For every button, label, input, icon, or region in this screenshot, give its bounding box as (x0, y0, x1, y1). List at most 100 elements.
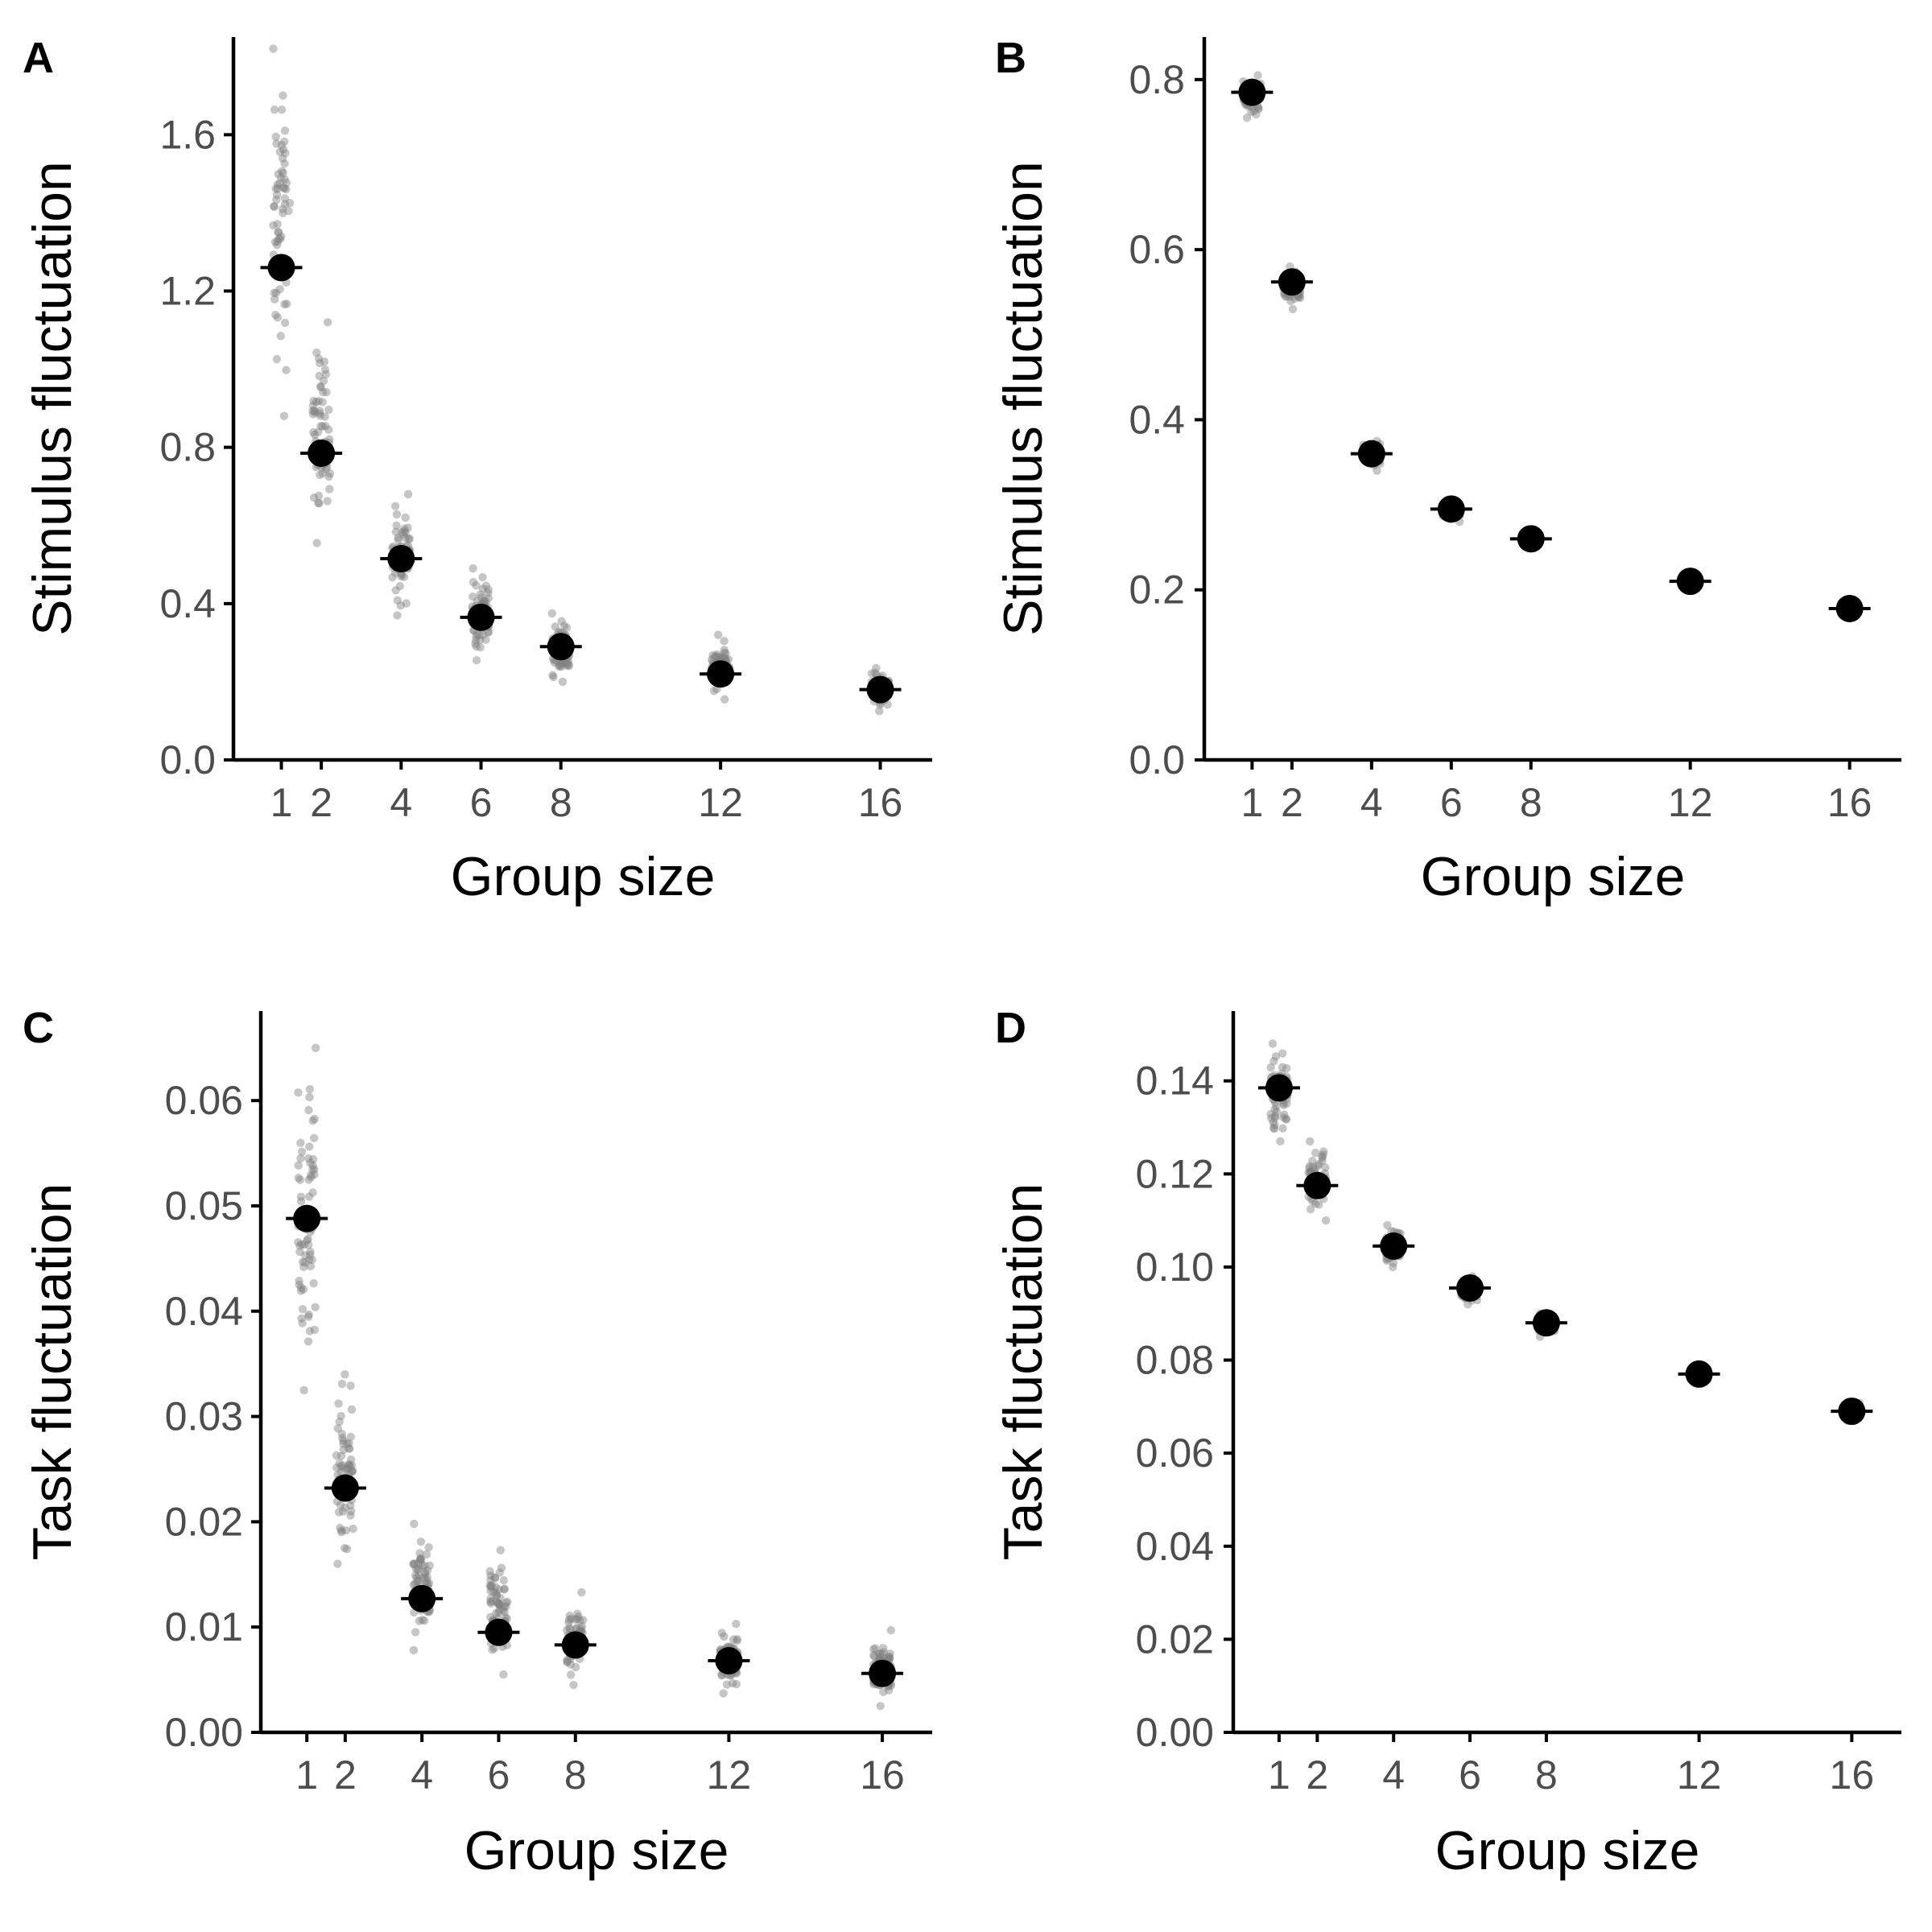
replicate-point (571, 1615, 580, 1624)
y-tick-label: 0.03 (165, 1394, 243, 1439)
replicate-point (301, 1251, 310, 1260)
replicate-point (305, 1092, 314, 1102)
x-tick-label: 12 (707, 1752, 752, 1798)
replicate-point (342, 1545, 352, 1554)
replicate-point (502, 1602, 510, 1611)
replicate-point (345, 1459, 353, 1469)
x-tick-label: 16 (860, 1752, 905, 1798)
replicate-point (486, 1594, 495, 1603)
replicate-point (272, 139, 281, 148)
replicate-point (1270, 1113, 1280, 1122)
replicate-point (337, 1379, 347, 1389)
replicate-point (495, 1601, 504, 1610)
replicate-point (555, 662, 564, 671)
replicate-point (305, 1084, 315, 1094)
replicate-point (308, 1161, 317, 1170)
replicate-point (420, 1561, 429, 1570)
replicate-point (284, 206, 293, 216)
replicate-point (310, 1170, 319, 1179)
replicate-point (492, 1597, 502, 1607)
replicate-point (410, 1519, 419, 1529)
replicate-point (494, 1608, 503, 1617)
replicate-point (315, 409, 324, 418)
replicate-point (557, 663, 566, 671)
replicate-point (345, 1461, 353, 1470)
replicate-point (296, 1283, 306, 1292)
replicate-point (484, 588, 493, 597)
replicate-point (308, 401, 318, 411)
replicate-point (480, 597, 489, 605)
replicate-point (316, 382, 325, 391)
replicate-point (294, 1088, 303, 1097)
replicate-point (346, 1381, 355, 1390)
replicate-point (475, 630, 484, 640)
replicate-point (1269, 1124, 1279, 1133)
x-tick-label: 2 (1281, 780, 1303, 825)
replicate-point (310, 1325, 319, 1335)
mean-point (331, 1474, 359, 1502)
mean-point (1532, 1309, 1560, 1337)
y-tick-label: 0.10 (1136, 1245, 1214, 1290)
y-tick-label: 0.8 (159, 425, 216, 470)
replicate-point (270, 202, 279, 212)
replicate-point (1315, 1159, 1323, 1169)
replicate-point (1294, 292, 1303, 302)
replicate-point (280, 299, 289, 309)
replicate-point (1268, 1039, 1278, 1048)
replicate-point (275, 234, 283, 243)
y-tick-label: 0.8 (1129, 57, 1185, 102)
replicate-point (712, 652, 720, 661)
replicate-point (320, 365, 330, 374)
replicate-point (869, 1650, 878, 1660)
replicate-point (1306, 1137, 1315, 1146)
x-tick-label: 12 (1677, 1752, 1722, 1798)
x-tick-label: 4 (1382, 1752, 1405, 1798)
replicate-point (573, 1609, 582, 1619)
replicate-point (347, 1466, 357, 1475)
replicate-point (1269, 1124, 1278, 1133)
y-axis-title: Stimulus fluctuation (993, 161, 1054, 636)
replicate-point (486, 1583, 495, 1592)
replicate-point (1388, 1262, 1397, 1272)
replicate-point (480, 597, 489, 606)
replicate-point (557, 658, 566, 667)
replicate-point (500, 1584, 509, 1593)
replicate-point (309, 1133, 319, 1142)
x-tick-label: 16 (858, 780, 903, 825)
replicate-point (403, 523, 412, 532)
replicate-point (412, 1573, 421, 1582)
mean-point (1437, 495, 1465, 523)
replicate-point (273, 237, 283, 246)
replicate-point (559, 621, 569, 630)
replicate-point (1313, 1162, 1323, 1170)
replicate-point (883, 700, 892, 709)
replicate-point (398, 570, 407, 580)
replicate-point (1269, 1057, 1278, 1066)
x-tick-label: 6 (1440, 780, 1463, 825)
replicate-point (274, 228, 283, 237)
x-axis-title: Group size (464, 1820, 729, 1881)
replicate-point (409, 1645, 419, 1655)
panel-letter: C (23, 1004, 54, 1052)
replicate-point (492, 1588, 501, 1597)
replicate-point (469, 592, 477, 601)
replicate-point (345, 1461, 354, 1470)
replicate-point (720, 654, 729, 663)
replicate-point (304, 1175, 313, 1184)
replicate-point (399, 572, 409, 581)
x-tick-label: 12 (1668, 780, 1713, 825)
replicate-point (418, 1561, 427, 1571)
y-tick-label: 0.05 (165, 1183, 243, 1228)
replicate-point (886, 1649, 894, 1658)
replicate-point (349, 1467, 357, 1476)
replicate-point (296, 1192, 306, 1201)
replicate-point (307, 1170, 316, 1179)
replicate-point (1311, 1199, 1320, 1208)
replicate-point (577, 1587, 586, 1597)
replicate-point (547, 609, 556, 618)
replicate-point (416, 1538, 426, 1546)
replicate-point (572, 1624, 581, 1633)
replicate-point (414, 1558, 423, 1567)
x-tick-label: 1 (1268, 1752, 1290, 1798)
replicate-point (1249, 106, 1258, 116)
